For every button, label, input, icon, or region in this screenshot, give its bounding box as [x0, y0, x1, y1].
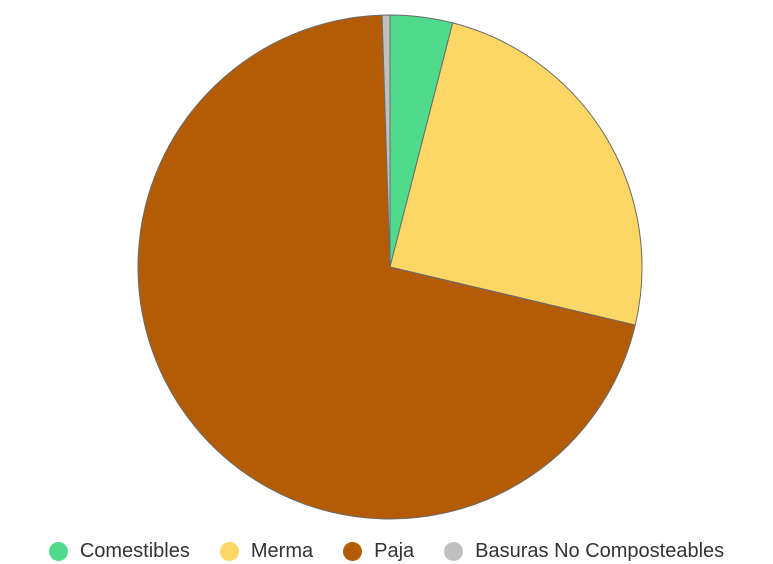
legend-item-basuras-no-composteables[interactable]: Basuras No Composteables	[444, 540, 724, 563]
legend-item-comestibles[interactable]: Comestibles	[48, 539, 190, 563]
legend-item-paja[interactable]: Paja	[343, 540, 414, 563]
pie-chart	[137, 14, 643, 520]
legend-swatch	[48, 541, 68, 561]
pie-slice-basuras-no-composteables[interactable]	[381, 14, 391, 268]
legend-swatch	[444, 541, 464, 561]
legend-label: Comestibles	[79, 539, 190, 562]
chart-legend: Comestibles Merma Paja Basuras No Compostea…	[0, 538, 773, 564]
legend-swatch	[343, 541, 363, 561]
legend-label: Paja	[374, 539, 415, 562]
pie-slice-paja[interactable]	[137, 14, 636, 520]
legend-label: Basuras No Composteables	[475, 539, 725, 562]
legend-label: Merma	[250, 539, 314, 562]
legend-item-merma[interactable]: Merma	[219, 539, 314, 563]
legend-swatch	[219, 541, 239, 561]
pie-slice-merma[interactable]	[389, 22, 643, 326]
